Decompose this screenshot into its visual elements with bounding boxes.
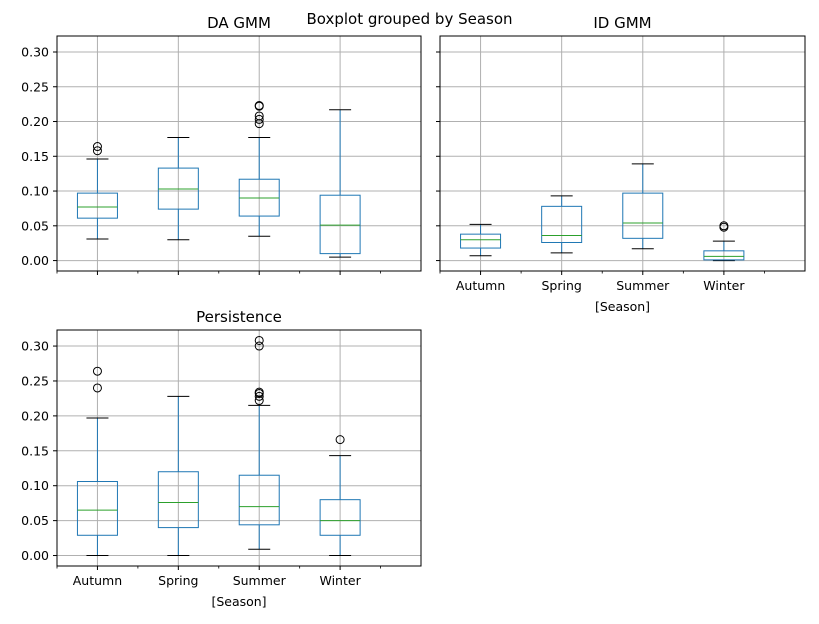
box-spring — [157, 137, 199, 241]
panel-title: Persistence — [196, 308, 282, 326]
box-iqr — [238, 474, 280, 526]
box-summer — [622, 163, 664, 250]
box-autumn — [460, 223, 502, 257]
box-autumn — [76, 366, 118, 557]
y-tick-label: 0.05 — [21, 218, 49, 233]
x-tick-label: Summer — [233, 573, 287, 588]
x-tick-label: Spring — [158, 573, 198, 588]
y-tick-label: 0.05 — [21, 513, 49, 528]
box-iqr — [622, 192, 664, 239]
panel-id-gmm: Autumn Spring Summer Winter ID GMM [Season] — [436, 14, 806, 314]
axes-frame — [56, 35, 422, 272]
box-iqr — [76, 192, 118, 219]
y-tick-label: 0.20 — [21, 408, 49, 423]
outlier-point — [254, 114, 264, 124]
box-autumn — [76, 142, 118, 240]
box-iqr — [76, 481, 118, 536]
x-tick-label: Autumn — [456, 278, 505, 293]
axes-frame — [439, 35, 806, 272]
outlier-point — [254, 335, 264, 345]
box-spring — [541, 195, 583, 254]
x-tick-label: Winter — [320, 573, 362, 588]
box-iqr — [319, 194, 361, 255]
outlier-point — [92, 142, 102, 152]
figure-suptitle: Boxplot grouped by Season — [306, 10, 513, 28]
box-winter — [319, 109, 361, 258]
y-tick-label: 0.20 — [21, 114, 49, 129]
box-iqr — [703, 250, 745, 261]
box-summer — [238, 335, 280, 550]
box-iqr — [460, 233, 502, 249]
panel-da-gmm: 0.00 0.05 0.10 0.15 0.20 0.25 0.30 DA GMM — [21, 14, 422, 275]
y-tick-label: 0.25 — [21, 373, 49, 388]
box-iqr — [157, 471, 199, 529]
outlier-point — [254, 101, 264, 111]
box-spring — [157, 395, 199, 557]
y-tick-label: 0.00 — [21, 253, 49, 268]
outlier-point — [254, 387, 264, 397]
outlier-point — [92, 146, 102, 156]
outlier-point — [719, 221, 729, 231]
outlier-point — [254, 111, 264, 121]
panel-persistence: 0.00 0.05 0.10 0.15 0.20 0.25 0.30 Autumn Spring… — [21, 308, 422, 609]
outlier-point — [335, 435, 345, 445]
y-tick-label: 0.25 — [21, 79, 49, 94]
outlier-point — [92, 366, 102, 376]
y-tick-label: 0.30 — [21, 339, 49, 354]
axes-frame — [56, 329, 422, 567]
outlier-point — [254, 391, 264, 401]
y-tick-label: 0.00 — [21, 548, 49, 563]
x-tick-label: Autumn — [73, 573, 122, 588]
y-tick-label: 0.10 — [21, 478, 49, 493]
box-winter — [703, 221, 745, 262]
outlier-point — [254, 341, 264, 351]
box-winter — [319, 435, 361, 557]
panel-title: DA GMM — [207, 14, 271, 32]
x-tick-label: Spring — [541, 278, 581, 293]
box-iqr — [319, 499, 361, 536]
y-tick-label: 0.10 — [21, 184, 49, 199]
x-tick-label: Summer — [616, 278, 670, 293]
y-tick-label: 0.15 — [21, 443, 49, 458]
box-iqr — [541, 205, 583, 243]
x-tick-label: Winter — [703, 278, 745, 293]
panel-title: ID GMM — [593, 14, 651, 32]
y-tick-label: 0.15 — [21, 149, 49, 164]
x-axis-label: [Season] — [211, 594, 266, 609]
box-summer — [238, 101, 280, 237]
outlier-point — [92, 383, 102, 393]
y-tick-label: 0.30 — [21, 44, 49, 59]
x-axis-label: [Season] — [595, 299, 650, 314]
